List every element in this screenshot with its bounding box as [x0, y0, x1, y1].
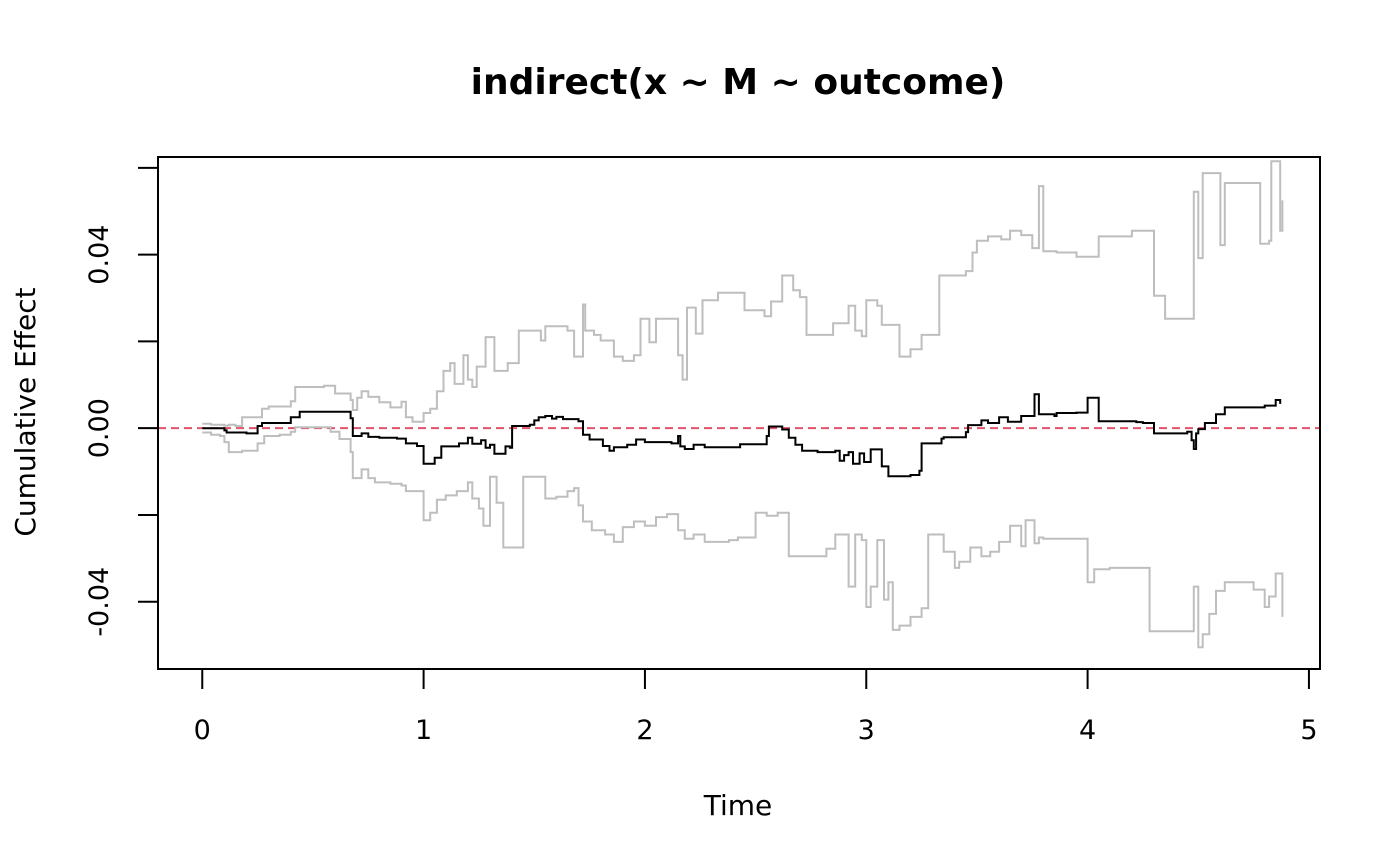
x-tick-label: 2: [636, 715, 653, 746]
series-line-estimate: [202, 393, 1282, 478]
plot-area: [158, 160, 1320, 649]
series-line-upper-band: [202, 160, 1284, 427]
y-tick-label: 0.04: [84, 225, 115, 285]
y-tick-label: -0.04: [84, 567, 115, 637]
x-tick-label: 4: [1079, 715, 1096, 746]
x-tick-label: 1: [415, 715, 432, 746]
x-tick-label: 3: [858, 715, 875, 746]
x-axis-label: Time: [703, 789, 773, 822]
x-axis: 0 1 2 3 4 5: [194, 668, 1318, 746]
y-axis: -0.04 0.00 0.04: [84, 166, 159, 637]
plot-frame: [157, 156, 1321, 670]
chart-title: indirect(x ~ M ~ outcome): [471, 62, 1006, 103]
x-tick-label: 5: [1300, 715, 1317, 746]
x-tick-label: 0: [194, 715, 211, 746]
series-line-lower-band: [202, 426, 1284, 649]
y-tick-label: 0.00: [84, 398, 115, 458]
y-axis-label: Cumulative Effect: [9, 287, 42, 536]
